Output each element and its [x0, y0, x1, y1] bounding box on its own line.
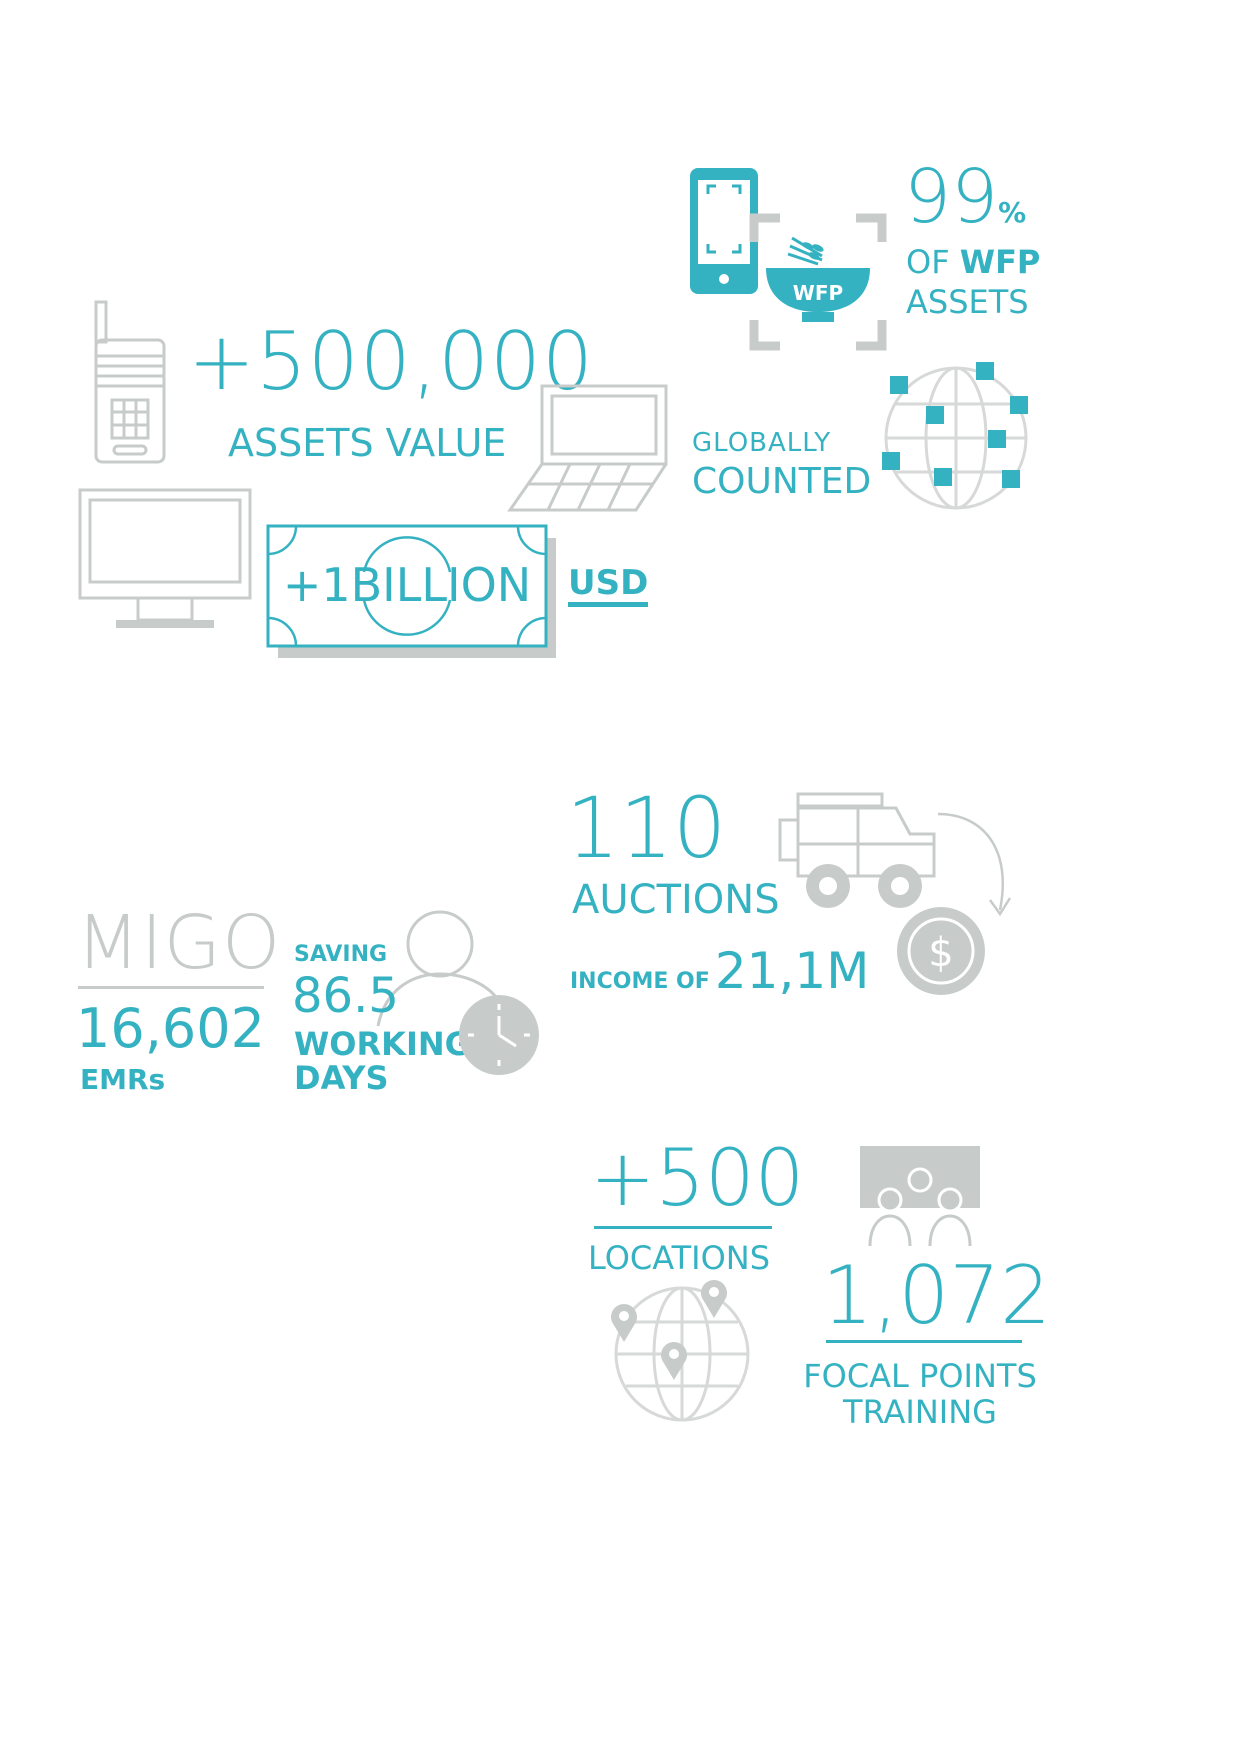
assets-label: ASSETS VALUE	[228, 421, 507, 465]
truck-icon	[778, 792, 936, 908]
billion-value: +1BILLION	[282, 558, 532, 612]
person-icon	[376, 910, 504, 1027]
map-pin-icon	[661, 1342, 687, 1380]
training-divider	[826, 1340, 1022, 1343]
locations-count: +500	[590, 1134, 805, 1224]
wfp-percent-sign: %	[998, 196, 1027, 229]
wfp-of-label: OF	[906, 243, 950, 281]
map-pin-icon	[701, 1280, 727, 1318]
wfp-percent-value: 99	[904, 154, 999, 240]
globally-label: GLOBALLY	[692, 428, 832, 458]
wfp-org-label: WFP	[959, 243, 1041, 281]
coin-icon: $	[897, 907, 985, 995]
training-line2: TRAINING	[843, 1393, 997, 1431]
bowl-label: WFP	[793, 281, 843, 305]
days-label: DAYS	[294, 1059, 389, 1097]
globe-icon	[882, 362, 1028, 510]
auctions-label: AUCTIONS	[572, 877, 780, 923]
wfp-assets-label: ASSETS	[906, 283, 1029, 321]
locations-divider	[594, 1226, 772, 1229]
locations-label: LOCATIONS	[588, 1239, 771, 1277]
working-label: WORKING	[294, 1025, 471, 1063]
migo-title: MIGO	[76, 900, 282, 986]
banknote-icon	[266, 524, 548, 648]
clock-icon	[459, 995, 539, 1075]
bowl-icon: WFP	[766, 236, 870, 322]
laptop-icon	[507, 384, 668, 512]
training-count: 1,072	[822, 1249, 1052, 1342]
saving-label: SAVING	[294, 942, 388, 967]
scan-frame-icon	[749, 213, 887, 351]
map-pin-icon	[611, 1304, 637, 1342]
training-line1: FOCAL POINTS	[803, 1357, 1037, 1395]
auctions-count: 110	[566, 779, 727, 877]
smartphone-icon	[690, 168, 758, 294]
monitor-icon	[78, 488, 252, 628]
emr-count: 16,602	[76, 997, 265, 1060]
income-value: 21,1M	[714, 942, 870, 1000]
saving-value: 86.5	[292, 968, 399, 1024]
arrow-icon	[937, 812, 1012, 917]
assets-count: +500,000	[188, 315, 594, 408]
currency-label: USD	[568, 566, 649, 607]
coin-symbol: $	[928, 930, 953, 976]
walkie-talkie-icon	[94, 300, 166, 464]
migo-divider	[78, 986, 264, 989]
income-label: INCOME OF	[570, 969, 710, 994]
presentation-icon	[860, 1146, 980, 1247]
emr-label: EMRs	[80, 1063, 166, 1096]
counted-label: COUNTED	[692, 461, 872, 502]
